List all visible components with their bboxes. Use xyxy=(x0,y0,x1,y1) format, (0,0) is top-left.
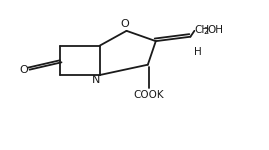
Text: OH: OH xyxy=(207,25,223,35)
Text: O: O xyxy=(121,19,130,29)
Text: COOK: COOK xyxy=(134,90,164,100)
Text: O: O xyxy=(20,65,29,75)
Text: CH: CH xyxy=(194,25,210,35)
Text: N: N xyxy=(92,75,100,85)
Text: H: H xyxy=(194,47,202,57)
Text: 2: 2 xyxy=(204,27,209,36)
